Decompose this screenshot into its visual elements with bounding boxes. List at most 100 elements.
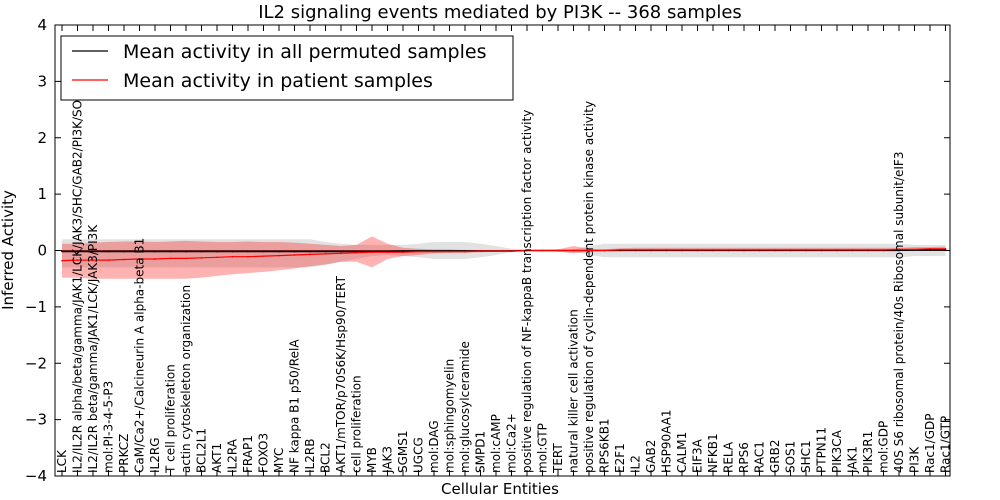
point-mean-activity-in-patient-samples: [433, 250, 435, 253]
point-mean-activity-in-all-permuted-samples: [185, 250, 187, 253]
point-mean-activity-in-patient-samples: [386, 251, 389, 253]
point-mean-activity-in-patient-samples: [138, 258, 141, 260]
x-tick-label: RAC1: [753, 441, 767, 473]
point-mean-activity-in-patient-samples: [712, 249, 714, 251]
point-mean-activity-in-all-permuted-samples: [92, 250, 94, 253]
point-mean-activity-in-patient-samples: [324, 253, 327, 255]
y-tick-label: 0: [37, 242, 47, 260]
point-mean-activity-in-patient-samples: [278, 254, 280, 257]
point-mean-activity-in-patient-samples: [882, 249, 885, 251]
x-tick-label: mol:DAG: [427, 420, 441, 473]
y-tick-label: −3: [25, 411, 47, 429]
point-mean-activity-in-patient-samples: [76, 259, 79, 261]
x-tick-label: mol:sphingomyelin: [443, 359, 457, 473]
point-mean-activity-in-patient-samples: [309, 253, 311, 256]
y-ticks: −4 −3 −2 −1 0 1 2 3 4: [25, 16, 47, 485]
point-mean-activity-in-patient-samples: [867, 249, 869, 251]
x-tick-label: Rac1/GTP: [939, 416, 953, 473]
point-mean-activity-in-patient-samples: [572, 249, 575, 252]
x-tick-label: actin cytoskeleton organization: [179, 285, 193, 473]
chart-title: IL2 signaling events mediated by PI3K --…: [258, 2, 742, 23]
x-tick-label: SOS1: [784, 441, 798, 473]
point-mean-activity-in-patient-samples: [464, 250, 466, 253]
x-tick-label: positive regulation of NF-kappaB transcr…: [520, 110, 534, 473]
x-tick-labels: LCK IL2/IL2R alpha/beta/gamma/JAK1/LCK/JA…: [55, 49, 953, 474]
x-tick-label: positive regulation of cyclin-dependent …: [582, 101, 596, 473]
point-mean-activity-in-all-permuted-samples: [355, 250, 358, 253]
point-mean-activity-in-patient-samples: [541, 249, 544, 252]
point-mean-activity-in-patient-samples: [417, 250, 420, 253]
point-mean-activity-in-patient-samples: [371, 251, 373, 253]
point-mean-activity-in-patient-samples: [154, 258, 156, 260]
y-tick-label: 1: [37, 185, 47, 203]
x-tick-label: EIF3A: [691, 438, 705, 473]
point-mean-activity-in-all-permuted-samples: [216, 250, 218, 253]
band-mean-activity-in-all-permuted-samples: [62, 239, 946, 268]
x-tick-label: FRAP1: [241, 435, 255, 473]
point-mean-activity-in-all-permuted-samples: [402, 250, 404, 252]
point-mean-activity-in-patient-samples: [929, 248, 931, 250]
point-mean-activity-in-all-permuted-samples: [169, 250, 172, 253]
point-mean-activity-in-all-permuted-samples: [61, 250, 63, 253]
point-mean-activity-in-patient-samples: [681, 249, 683, 251]
y-axis-label: Inferred Activity: [0, 190, 17, 310]
x-tick-label: IL2/IL2R alpha/beta/gamma/JAK1/LCK/JAK3/…: [71, 49, 85, 473]
point-mean-activity-in-patient-samples: [913, 248, 916, 251]
point-mean-activity-in-patient-samples: [665, 249, 668, 251]
x-tick-label: IL2RG: [148, 438, 162, 474]
point-mean-activity-in-patient-samples: [448, 250, 451, 253]
point-mean-activity-in-patient-samples: [805, 249, 807, 251]
point-mean-activity-in-patient-samples: [216, 256, 218, 259]
x-tick-label: mol:GTP: [536, 423, 550, 473]
y-tick-label: −1: [25, 298, 47, 316]
line-mean-activity-in-patient-samples: [61, 248, 946, 262]
x-tick-label: mol:cAMP: [489, 414, 503, 473]
x-tick-label: FOXO3: [257, 433, 271, 473]
x-tick-label: TERT: [551, 443, 565, 474]
legend-label-permuted: Mean activity in all permuted samples: [123, 41, 486, 63]
point-mean-activity-in-all-permuted-samples: [76, 250, 79, 253]
point-mean-activity-in-all-permuted-samples: [107, 250, 110, 253]
point-mean-activity-in-patient-samples: [510, 250, 513, 252]
point-mean-activity-in-patient-samples: [247, 255, 249, 258]
x-tick-label: BCL2L1: [195, 428, 209, 473]
x-tick-label: mol:PI-3-4-5-P3: [102, 381, 116, 473]
x-tick-label: JAK1: [846, 446, 860, 474]
x-tick-label: RELA: [722, 441, 736, 473]
point-mean-activity-in-patient-samples: [200, 257, 203, 259]
point-mean-activity-in-all-permuted-samples: [340, 250, 342, 253]
x-tick-label: AKT1/mTOR/p70S6K/Hsp90/TERT: [334, 275, 348, 473]
x-tick-label: PIK3R1: [861, 431, 875, 473]
x-tick-label: LCK: [55, 449, 69, 473]
x-tick-label: IL2: [629, 455, 643, 473]
x-tick-label: natural killer cell activation: [567, 309, 581, 473]
x-tick-label: PI3K: [908, 446, 922, 473]
point-mean-activity-in-patient-samples: [836, 249, 838, 251]
x-tick-label: cell proliferation: [350, 375, 364, 473]
x-tick-label: HSP90AA1: [660, 409, 674, 473]
x-tick-label: MYC: [272, 448, 286, 473]
x-tick-label: GAB2: [644, 440, 658, 473]
x-tick-label: E2F1: [613, 443, 627, 473]
legend-box: [60, 35, 514, 101]
point-mean-activity-in-patient-samples: [588, 249, 590, 252]
point-mean-activity-in-patient-samples: [774, 249, 776, 251]
x-tick-label: RPS6: [737, 442, 751, 473]
point-mean-activity-in-all-permuted-samples: [278, 250, 280, 253]
x-tick-label: SHC1: [799, 440, 813, 473]
point-mean-activity-in-all-permuted-samples: [123, 250, 125, 253]
y-tick-label: 4: [37, 16, 47, 34]
x-tick-label: IL2RA: [226, 438, 240, 473]
band-mean-activity-in-patient-samples: [62, 236, 946, 279]
point-mean-activity-in-patient-samples: [634, 249, 637, 251]
point-mean-activity-in-all-permuted-samples: [293, 250, 296, 253]
point-mean-activity-in-patient-samples: [355, 251, 358, 254]
point-mean-activity-in-all-permuted-samples: [262, 250, 265, 253]
x-tick-label: mol:Ca2+: [505, 413, 519, 473]
x-tick-label: CaM/Ca2+/Calcineurin A alpha-beta B1: [133, 238, 147, 473]
x-tick-label: PRKCZ: [117, 434, 131, 473]
point-mean-activity-in-patient-samples: [526, 249, 528, 252]
tick-marks: [55, 24, 950, 477]
point-mean-activity-in-patient-samples: [603, 249, 606, 252]
